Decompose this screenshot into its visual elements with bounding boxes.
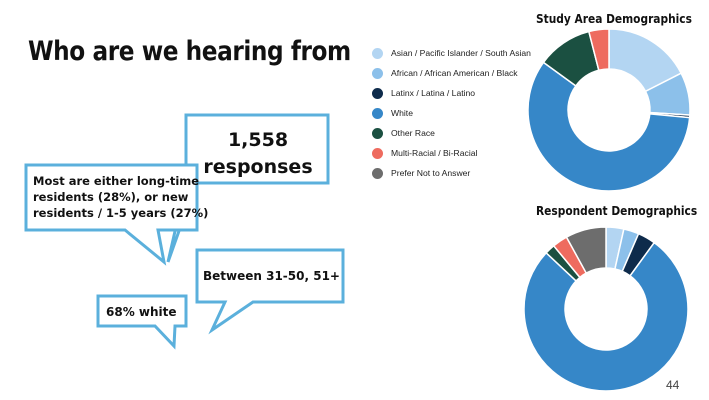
white-text: 68% white bbox=[106, 305, 177, 319]
residents-callout-bubble bbox=[24, 163, 199, 266]
legend-label-african: African / African American / Black bbox=[391, 68, 518, 78]
page-title: Who are we hearing from bbox=[28, 36, 351, 67]
legend-item-other: Other Race bbox=[372, 128, 435, 140]
legend-item-multi: Multi-Racial / Bi-Racial bbox=[372, 148, 478, 160]
legend-swatch-asian bbox=[372, 48, 383, 60]
legend-item-african: African / African American / Black bbox=[372, 68, 518, 80]
white-callout-bubble bbox=[96, 294, 188, 350]
page-number: 44 bbox=[666, 378, 680, 392]
legend-label-latinx: Latinx / Latina / Latino bbox=[391, 88, 476, 98]
legend-label-other: Other Race bbox=[391, 128, 435, 138]
study-area-chart-title: Study Area Demographics bbox=[536, 11, 692, 26]
legend-swatch-african bbox=[372, 68, 383, 80]
legend-label-prefer-not: Prefer Not to Answer bbox=[391, 168, 471, 178]
legend-item-white: White bbox=[372, 108, 413, 120]
residents-text-line2: residents (28%), or new bbox=[33, 190, 189, 204]
study-area-slice-white bbox=[527, 61, 691, 192]
legend-swatch-prefer-not bbox=[372, 168, 383, 180]
respondent-slice-prefer-not bbox=[565, 226, 607, 275]
legend-label-multi: Multi-Racial / Bi-Racial bbox=[391, 148, 478, 158]
residents-text-line3: residents / 1-5 years (27%) bbox=[33, 206, 209, 220]
legend-swatch-white bbox=[372, 108, 383, 120]
respondent-slice-white bbox=[523, 241, 689, 392]
responses-count: 1,558 bbox=[227, 129, 289, 151]
study-area-slice-multi bbox=[587, 28, 610, 72]
legend-item-latinx: Latinx / Latina / Latino bbox=[372, 88, 476, 100]
legend-label-white: White bbox=[391, 108, 413, 118]
legend-swatch-other bbox=[372, 128, 383, 140]
age-callout-bubble bbox=[195, 248, 345, 335]
respondent-donut bbox=[523, 226, 689, 392]
legend-label-asian: Asian / Pacific Islander / South Asian bbox=[391, 48, 531, 58]
respondent-chart-title: Respondent Demographics bbox=[536, 203, 698, 218]
residents-text-line1: Most are either long-time bbox=[33, 174, 200, 188]
study-area-donut bbox=[527, 28, 691, 192]
legend-item-asian: Asian / Pacific Islander / South Asian bbox=[372, 48, 531, 60]
age-text: Between 31-50, 51+ bbox=[203, 269, 340, 283]
responses-label: responses bbox=[203, 156, 313, 178]
legend-swatch-latinx bbox=[372, 88, 383, 100]
legend-swatch-multi bbox=[372, 148, 383, 160]
legend-item-prefer-not: Prefer Not to Answer bbox=[372, 168, 471, 180]
